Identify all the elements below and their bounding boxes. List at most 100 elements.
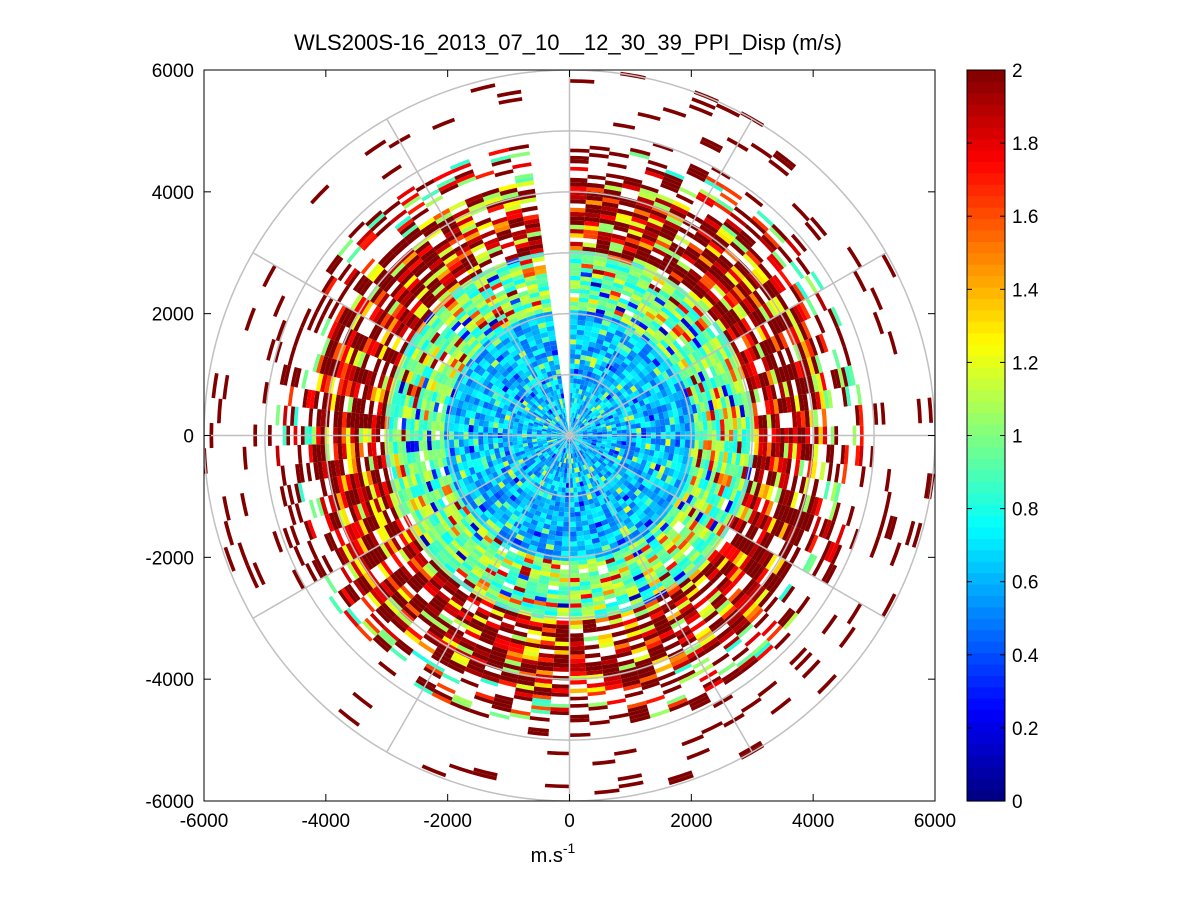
ppi-cell — [541, 562, 552, 569]
ppi-cell — [564, 497, 570, 503]
ppi-cell — [698, 440, 704, 450]
ppi-cell — [704, 355, 713, 368]
ppi-cell — [569, 284, 580, 289]
ppi-cell — [469, 490, 478, 501]
ppi-cell — [571, 422, 574, 428]
ppi-cell — [748, 330, 759, 345]
ppi-cell — [538, 453, 544, 459]
ppi-cell — [474, 354, 484, 365]
ppi-cell — [790, 475, 799, 492]
ppi-cell — [779, 442, 785, 458]
ppi-cell — [548, 529, 557, 536]
ppi-cell — [580, 597, 593, 604]
ppi-cell — [576, 482, 581, 488]
ppi-cell — [770, 697, 792, 715]
ppi-cell — [560, 560, 570, 566]
ppi-cell — [433, 619, 449, 633]
ppi-cell — [612, 403, 620, 410]
ppi-cell — [381, 164, 402, 180]
ppi-cell — [578, 422, 584, 427]
ppi-cell — [546, 431, 552, 434]
ppi-cell — [562, 526, 570, 532]
ppi-cell — [619, 448, 626, 454]
ppi-cell — [451, 347, 461, 359]
ppi-cell — [337, 589, 352, 608]
ppi-cell — [593, 402, 600, 409]
ppi-cell — [610, 524, 620, 533]
ppi-cell — [660, 183, 679, 194]
ppi-cell — [726, 327, 738, 341]
ppi-cell — [365, 485, 374, 501]
ppi-cell — [447, 542, 459, 554]
ppi-cell — [554, 405, 559, 411]
ppi-cell — [631, 408, 638, 415]
ppi-cell — [574, 413, 578, 419]
ppi-cell — [469, 522, 480, 532]
ppi-cell — [466, 663, 485, 674]
ppi-cell — [652, 528, 663, 539]
ppi-cell — [441, 672, 461, 685]
ppi-cell — [453, 360, 462, 371]
ppi-cell — [650, 320, 662, 330]
ppi-cell — [533, 690, 552, 697]
ppi-cell — [779, 562, 793, 580]
ppi-cell — [533, 686, 552, 693]
ppi-cell — [370, 469, 378, 485]
ppi-cell — [726, 452, 733, 464]
ppi-cell — [561, 433, 566, 435]
ppi-cell — [604, 464, 611, 471]
ppi-cell — [417, 375, 426, 388]
ppi-cell — [569, 667, 586, 672]
ppi-cell — [561, 551, 570, 557]
ppi-cell — [529, 716, 550, 722]
ppi-cell — [493, 641, 510, 651]
ppi-cell — [647, 217, 664, 228]
ppi-cell — [513, 365, 522, 373]
ppi-cell — [423, 517, 434, 530]
ppi-cell — [558, 461, 562, 468]
ppi-cell — [381, 361, 390, 376]
ppi-cell — [468, 445, 475, 454]
ppi-cell — [557, 429, 562, 433]
ppi-cell — [553, 505, 560, 512]
ppi-cell — [531, 414, 537, 419]
ppi-cell — [772, 557, 786, 575]
ppi-cell — [728, 394, 736, 407]
ppi-cell — [434, 571, 448, 584]
ppi-cell — [637, 491, 646, 500]
ppi-cell — [640, 422, 646, 428]
ppi-cell — [802, 393, 809, 411]
ppi-cell — [650, 651, 668, 662]
ppi-cell — [337, 306, 350, 325]
ppi-cell — [633, 481, 642, 489]
ppi-cell — [482, 462, 490, 470]
ppi-cell — [587, 433, 593, 435]
ppi-cell — [790, 233, 808, 253]
ppi-cell — [401, 546, 414, 560]
ppi-cell — [516, 480, 523, 488]
ppi-cell — [492, 337, 502, 347]
ppi-cell — [468, 395, 476, 405]
ppi-cell — [516, 410, 523, 416]
ppi-cell — [612, 461, 620, 468]
ppi-cell — [594, 490, 601, 497]
ppi-cell — [435, 467, 442, 479]
ppi-cell — [364, 456, 371, 472]
ppi-cell — [693, 597, 708, 610]
ppi-cell — [517, 573, 529, 581]
ppi-cell — [385, 494, 394, 509]
ppi-cell — [457, 533, 468, 545]
ppi-cell — [754, 308, 767, 324]
ppi-cell — [498, 423, 504, 429]
ppi-cell — [569, 363, 575, 369]
ppi-cell — [558, 451, 563, 457]
ppi-cell — [454, 350, 464, 361]
ppi-cell — [694, 439, 700, 450]
ppi-cell — [569, 254, 583, 260]
ppi-cell — [608, 617, 623, 625]
ppi-cell — [668, 564, 681, 575]
ppi-cell — [607, 436, 613, 440]
ppi-cell — [328, 256, 344, 276]
ppi-cell — [597, 407, 604, 413]
ppi-cell — [569, 148, 590, 153]
